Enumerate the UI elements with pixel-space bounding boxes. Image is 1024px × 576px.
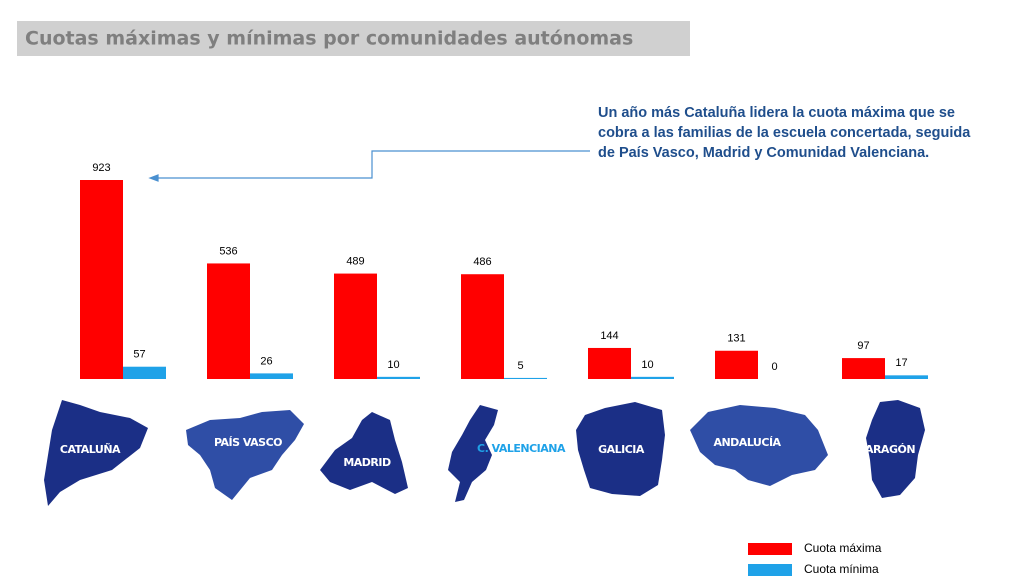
legend-swatch — [748, 564, 792, 576]
region-map — [576, 402, 665, 496]
bar — [588, 347, 631, 379]
legend-swatch — [748, 543, 792, 555]
region-label: PAÍS VASCO — [214, 436, 282, 449]
bar — [334, 273, 377, 379]
annotation-arrow — [148, 150, 590, 182]
value-label: 144 — [600, 330, 618, 342]
region-map — [320, 412, 408, 494]
bar — [461, 274, 504, 379]
region-label: MADRID — [343, 456, 391, 469]
bar — [377, 376, 420, 379]
bar — [80, 180, 123, 379]
region-map — [448, 405, 498, 502]
bar — [885, 375, 928, 379]
region-label: CATALUÑA — [60, 443, 121, 456]
value-label: 489 — [346, 255, 364, 267]
title-bar — [17, 21, 690, 56]
region-label: ARAGÓN — [865, 443, 915, 456]
legend-label: Cuota mínima — [804, 562, 879, 576]
bar — [715, 350, 758, 379]
value-label: 26 — [260, 355, 272, 367]
value-label: 57 — [133, 349, 145, 361]
region-label: GALICIA — [598, 443, 645, 456]
annotation-line: Un año más Cataluña lidera la cuota máxi… — [598, 105, 955, 121]
value-label: 10 — [641, 359, 653, 371]
region-label: ANDALUCÍA — [713, 436, 781, 449]
bar — [207, 263, 250, 379]
region-map — [44, 400, 148, 506]
legend-label: Cuota máxima — [804, 541, 882, 555]
bar — [631, 376, 674, 379]
bar — [842, 358, 885, 379]
value-label: 10 — [387, 359, 399, 371]
region-label: C. VALENCIANA — [477, 442, 566, 455]
chart-title: Cuotas máximas y mínimas por comunidades… — [25, 28, 633, 50]
bar — [250, 373, 293, 379]
value-label: 97 — [857, 340, 869, 352]
value-label: 486 — [473, 256, 491, 268]
annotation-line: cobra a las familias de la escuela conce… — [598, 125, 971, 141]
region-map — [186, 410, 304, 500]
bar — [123, 366, 166, 379]
region-map — [866, 400, 925, 498]
value-label: 17 — [895, 357, 907, 369]
value-label: 923 — [92, 162, 110, 174]
value-label: 536 — [219, 245, 237, 257]
region-map — [690, 405, 828, 486]
annotation-line: de País Vasco, Madrid y Comunidad Valenc… — [598, 145, 929, 161]
bar — [504, 377, 547, 379]
value-label: 0 — [771, 361, 777, 373]
value-label: 131 — [727, 333, 745, 345]
value-label: 5 — [517, 360, 523, 372]
